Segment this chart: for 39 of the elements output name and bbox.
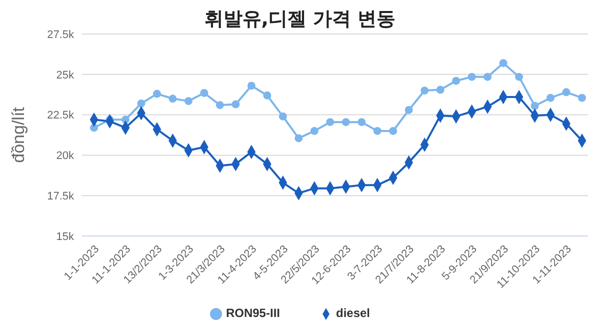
legend-label: RON95-III bbox=[226, 306, 280, 320]
point bbox=[562, 88, 570, 96]
point bbox=[499, 59, 508, 68]
point bbox=[247, 82, 256, 90]
chart-title: 휘발유,디젤 가격 변동 bbox=[204, 8, 396, 30]
point bbox=[373, 126, 382, 135]
y-tick-label: 17.5k bbox=[47, 190, 74, 203]
point bbox=[137, 100, 146, 108]
y-axis-title: đồng/lít bbox=[9, 106, 28, 163]
point bbox=[342, 118, 350, 126]
point bbox=[216, 101, 224, 110]
point bbox=[184, 97, 192, 106]
y-tick-label: 25k bbox=[56, 69, 74, 82]
point bbox=[484, 72, 492, 81]
y-tick-label: 15k bbox=[56, 230, 74, 243]
point bbox=[232, 100, 240, 108]
point bbox=[468, 72, 476, 81]
point bbox=[278, 112, 287, 120]
point bbox=[294, 134, 303, 142]
point bbox=[452, 76, 460, 85]
legend-label: diesel bbox=[336, 306, 370, 320]
point bbox=[404, 106, 413, 114]
point bbox=[389, 126, 398, 135]
point bbox=[152, 90, 161, 98]
y-tick-label: 22.5k bbox=[47, 110, 74, 122]
point bbox=[326, 118, 334, 126]
point bbox=[200, 89, 208, 97]
point bbox=[420, 86, 429, 95]
point bbox=[436, 86, 444, 94]
y-tick-label: 27.5k bbox=[47, 28, 74, 41]
point bbox=[578, 94, 586, 102]
point bbox=[310, 126, 318, 135]
point bbox=[358, 118, 366, 126]
point bbox=[515, 72, 524, 81]
point bbox=[168, 94, 177, 103]
point bbox=[530, 102, 539, 110]
point bbox=[546, 94, 555, 102]
y-tick-label: 20k bbox=[56, 150, 74, 162]
point bbox=[263, 91, 272, 100]
